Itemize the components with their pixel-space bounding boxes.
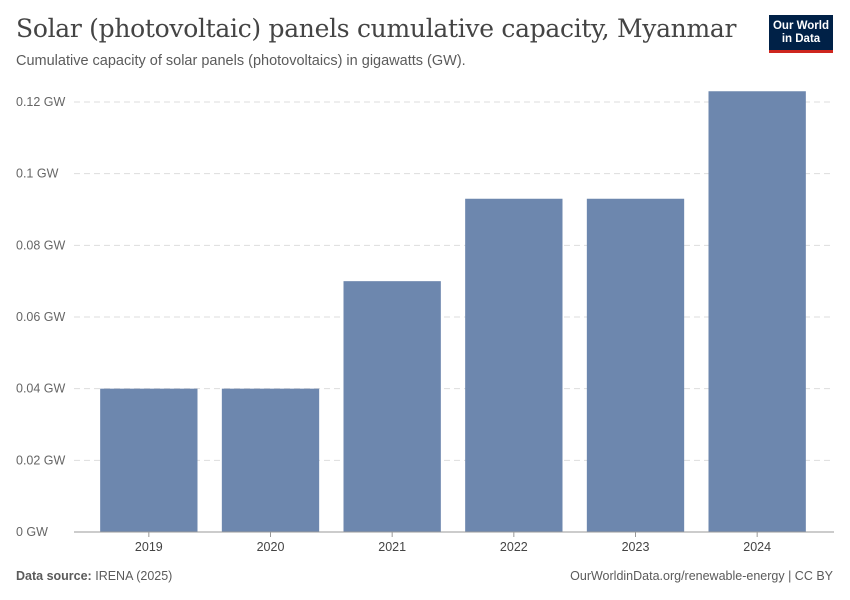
axis-layer: 2019 2020 2021 2022 2023 2024 bbox=[74, 531, 834, 554]
bar-layer bbox=[100, 91, 806, 532]
x-tick-label: 2019 bbox=[135, 540, 163, 554]
chart-title: Solar (photovoltaic) panels cumulative c… bbox=[16, 14, 737, 43]
x-tick-label: 2023 bbox=[622, 540, 650, 554]
bar-2023 bbox=[586, 198, 685, 532]
y-tick-label: 0.08 GW bbox=[16, 238, 66, 252]
data-source: Data source: IRENA (2025) bbox=[16, 569, 172, 583]
x-tick-label: 2021 bbox=[378, 540, 406, 554]
y-tick-label: 0.06 GW bbox=[16, 310, 66, 324]
y-tick-label: 0 GW bbox=[16, 525, 48, 539]
y-tick-label: 0.04 GW bbox=[16, 382, 66, 396]
chart-subtitle: Cumulative capacity of solar panels (pho… bbox=[16, 53, 466, 69]
bar-2021 bbox=[343, 281, 441, 532]
x-tick-label: 2022 bbox=[500, 540, 528, 554]
y-tick-label: 0.12 GW bbox=[16, 95, 66, 109]
x-tick-label: 2020 bbox=[257, 540, 285, 554]
y-tick-label: 0.1 GW bbox=[16, 167, 59, 181]
data-source-label: Data source: bbox=[16, 569, 92, 583]
x-tick-label: 2024 bbox=[743, 540, 771, 554]
y-tick-label: 0.02 GW bbox=[16, 453, 66, 467]
logo-line-1: Our World bbox=[772, 20, 829, 32]
footer-link[interactable]: OurWorldinData.org/renewable-energy | CC… bbox=[570, 569, 833, 583]
data-source-value[interactable]: IRENA (2025) bbox=[95, 569, 173, 583]
bar-2019 bbox=[100, 388, 198, 532]
bar-2024 bbox=[708, 91, 806, 532]
logo-line-2: in Data bbox=[781, 33, 821, 45]
bar-2022 bbox=[465, 198, 563, 532]
grid-layer: 0 GW 0.02 GW 0.04 GW 0.06 GW 0.08 GW 0.1 GW 0.… bbox=[16, 95, 834, 539]
bar-2020 bbox=[221, 388, 320, 532]
owid-logo[interactable]: Our World in Data bbox=[769, 15, 833, 53]
